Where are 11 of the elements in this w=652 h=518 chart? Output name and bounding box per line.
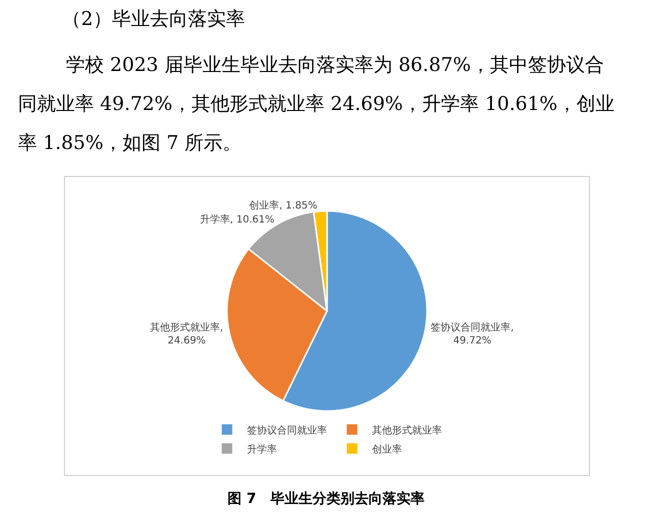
caption: 图 7 毕业生分类别去向落实率 — [226, 490, 426, 508]
chart-subtitle: 学校 2023 届毕业生毕业去向落实率为 86.87%，其中签协议合同就业率 49.72%，其他形式就业率 24.69%，升学率 10.61%，创业率 1.85%，如图 7 所示。 — [18, 53, 616, 156]
chart-title: （2）毕业去向落实率 — [62, 7, 246, 32]
legend-label: 签协议合同就业率 — [247, 424, 327, 436]
data-label: 其他形式就业率, 24.69% — [150, 321, 224, 346]
legend-label: 其他形式就业率 — [372, 424, 442, 436]
data-label: 创业率, 1.85% — [249, 199, 318, 212]
legend-label: 升学率 — [247, 443, 277, 456]
legend-label: 创业率 — [372, 443, 402, 456]
data-label: 签协议合同就业率, 49.72% — [430, 322, 514, 347]
data-label: 升学率, 10.61% — [200, 214, 275, 226]
